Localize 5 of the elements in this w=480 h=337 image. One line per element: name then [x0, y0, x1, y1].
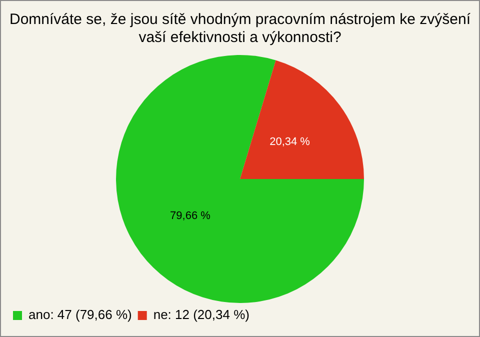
data-label: 79,66 %	[170, 210, 211, 222]
legend-label: ne: 12 (20,34 %)	[153, 307, 250, 322]
legend-label: ano: 47 (79,66 %)	[28, 307, 132, 322]
chart-title: Domníváte se, že jsou sítě vhodným pracovním nástrojem ke zvýšení vaší efektivnosti a výkonnosti?	[9, 11, 472, 46]
data-label: 20,34 %	[270, 136, 310, 148]
